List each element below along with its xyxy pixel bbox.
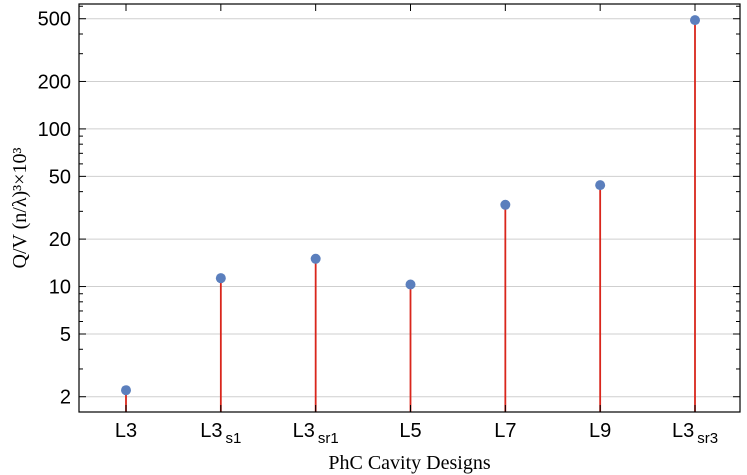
markers (121, 15, 700, 396)
data-point (500, 199, 511, 210)
x-tick-label-base: L9 (589, 420, 611, 442)
x-tick-label-base: L3 (200, 420, 222, 442)
y-axis-title: Q/V (n/λ)³×10³ (9, 148, 31, 269)
y-tick-label: 10 (49, 277, 71, 299)
data-point (405, 279, 416, 290)
y-tick-label: 200 (38, 71, 71, 93)
x-tick-label: L3 sr3 (672, 420, 718, 447)
x-tick-label-subscript: sr1 (318, 430, 339, 447)
grid-lines (79, 18, 740, 398)
y-tick-label: 500 (38, 9, 71, 31)
x-tick-label-subscript: sr3 (697, 430, 718, 447)
x-tick-label-base: L3 (115, 420, 137, 442)
data-point (121, 385, 131, 396)
x-tick-label: L9 (589, 420, 611, 442)
x-tick-label-base: L3 (293, 420, 315, 442)
y-tick-label: 50 (49, 166, 71, 188)
y-tick-labels: 2 5 10 20 50 100 200 500 (38, 9, 71, 409)
data-point (690, 15, 700, 26)
y-tick-label: 20 (49, 229, 71, 251)
x-tick-label: L5 (399, 420, 421, 442)
x-axis-title: PhC Cavity Designs (328, 452, 490, 474)
y-tick-label: 5 (60, 324, 71, 346)
x-tick-label-base: L3 (672, 420, 694, 442)
x-tick-label: L3 s1 (200, 420, 241, 447)
data-point (215, 273, 226, 284)
x-tick-label-base: L7 (494, 420, 516, 442)
x-tick-label: L7 (494, 420, 516, 442)
axis-ticks (79, 4, 740, 412)
data-point (310, 253, 321, 264)
y-tick-label: 100 (38, 119, 71, 141)
stems (125, 20, 696, 412)
x-tick-label-subscript: s1 (226, 430, 242, 447)
y-tick-label: 2 (60, 387, 71, 409)
plot-frame (78, 3, 741, 413)
x-tick-label-base: L5 (399, 420, 421, 442)
x-tick-label: L3 (115, 420, 137, 442)
x-tick-label: L3 sr1 (293, 420, 339, 447)
data-point (595, 180, 606, 191)
x-tick-labels: L3 L3 s1 L3 sr1 L5 L7 L9 L3 sr3 (115, 420, 718, 447)
